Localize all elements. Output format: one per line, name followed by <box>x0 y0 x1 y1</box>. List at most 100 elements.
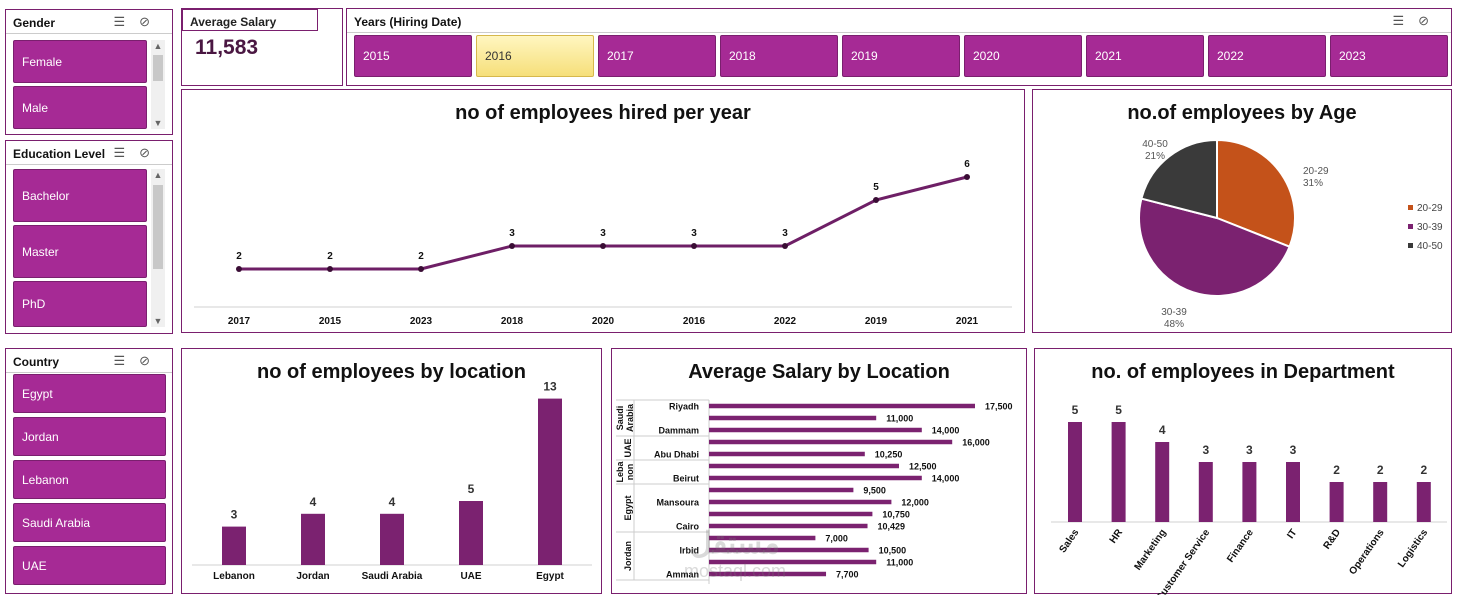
bar-value-logistics: 2 <box>1420 463 1427 477</box>
pie-slice-20-29 <box>1216 138 1296 249</box>
hired-chart-title: no of employees hired per year <box>455 102 751 124</box>
hired-series-line <box>239 175 968 271</box>
year-item-2020[interactable]: 2020 <box>964 35 1082 77</box>
country-item-saudi-arabia[interactable]: Saudi Arabia <box>13 503 166 542</box>
gender-scrollbar[interactable]: ▲ ▼ <box>151 40 165 129</box>
year-item-2023[interactable]: 2023 <box>1330 35 1448 77</box>
department-bar-chart: no. of employees in Department 5 Sales 5 HR… <box>1034 348 1452 595</box>
age-chart-title: no.of employees by Age <box>1127 102 1357 124</box>
salary-bar-jordan <box>709 559 877 565</box>
bar-r-d <box>1329 482 1344 522</box>
salary-city-irbid: Irbid <box>680 546 700 556</box>
multi-select-icon[interactable]: ☰ <box>113 353 140 368</box>
bar-value-it: 3 <box>1290 443 1297 457</box>
country-slicer-title: Country <box>13 355 59 369</box>
salary-bar-jordan <box>709 535 816 541</box>
bar-logistics <box>1416 482 1431 522</box>
salary-value-label: 11,000 <box>886 414 913 424</box>
gender-slicer-header: Gender ☰⊘ <box>6 10 172 34</box>
hired-data-label: 2 <box>418 251 424 262</box>
education-scrollbar[interactable]: ▲ ▼ <box>151 169 165 327</box>
country-slicer-header: Country ☰⊘ <box>6 349 172 373</box>
year-item-2015[interactable]: 2015 <box>354 35 472 77</box>
education-slicer: Education Level ☰⊘ Bachelor Master PhD ▲… <box>5 140 173 334</box>
salary-by-location-chart: Average Salary by Location 17,500 Riyadh 1… <box>611 348 1027 594</box>
hired-tick-2017: 2017 <box>228 316 251 327</box>
country-item-jordan[interactable]: Jordan <box>13 417 166 456</box>
hired-point-2020 <box>600 243 606 249</box>
salary-value-label: 11,000 <box>886 558 913 568</box>
year-item-2019[interactable]: 2019 <box>842 35 960 77</box>
hired-tick-2022: 2022 <box>774 316 797 327</box>
hired-tick-2020: 2020 <box>592 316 615 327</box>
year-item-2016[interactable]: 2016 <box>476 35 594 77</box>
salary-value-label: 10,250 <box>875 450 903 460</box>
salary-chart-title: Average Salary by Location <box>688 361 950 383</box>
country-item-egypt[interactable]: Egypt <box>13 374 166 413</box>
years-slicer-header: Years (Hiring Date) ☰⊘ <box>347 9 1451 33</box>
salary-bar-lebanon <box>709 463 899 469</box>
year-item-2022[interactable]: 2022 <box>1208 35 1326 77</box>
gender-item-female[interactable]: Female <box>13 40 147 83</box>
clear-filter-icon[interactable]: ⊘ <box>1418 13 1443 28</box>
education-item-phd[interactable]: PhD <box>13 281 147 327</box>
salary-value-label: 9,500 <box>863 486 886 496</box>
clear-filter-icon[interactable]: ⊘ <box>139 353 164 368</box>
year-item-2017[interactable]: 2017 <box>598 35 716 77</box>
bar-value-lebanon: 3 <box>231 508 238 522</box>
clear-filter-icon[interactable]: ⊘ <box>139 14 164 29</box>
age-pie-chart: no.of employees by Age 20-29 31% 30-39 48% 4… <box>1032 89 1452 333</box>
hired-line-plot: 2 2017 2 2015 2 2023 3 2018 3 2020 3 2016 3 2022 5 2019… <box>194 159 1012 327</box>
hired-point-2016 <box>691 243 697 249</box>
salary-bar-saudi-arabia <box>709 427 922 433</box>
education-item-bachelor[interactable]: Bachelor <box>13 169 147 222</box>
bar-uae <box>459 501 483 565</box>
tick-marketing: Marketing <box>1133 527 1169 572</box>
salary-city-amman: Amman <box>666 570 699 580</box>
scroll-down-icon[interactable]: ▼ <box>153 118 163 128</box>
education-slicer-header: Education Level ☰⊘ <box>6 141 172 165</box>
legend-label-40-50: 40-50 <box>1417 241 1443 252</box>
scroll-up-icon[interactable]: ▲ <box>153 41 163 51</box>
tick-saudi-arabia: Saudi Arabia <box>362 571 423 582</box>
country-item-uae[interactable]: UAE <box>13 546 166 585</box>
hired-point-2023 <box>418 266 424 272</box>
education-item-master[interactable]: Master <box>13 225 147 278</box>
bar-value-hr: 5 <box>1115 403 1122 417</box>
pie-label-value-20-29: 31% <box>1303 178 1323 189</box>
multi-select-icon[interactable]: ☰ <box>1392 13 1419 28</box>
hired-data-label: 3 <box>782 228 788 239</box>
bar-value-marketing: 4 <box>1159 423 1166 437</box>
scroll-up-icon[interactable]: ▲ <box>153 170 163 180</box>
gender-item-male[interactable]: Male <box>13 86 147 129</box>
hired-data-label: 3 <box>600 228 606 239</box>
legend-label-20-29: 20-29 <box>1417 203 1443 214</box>
gender-slicer-title: Gender <box>13 16 56 30</box>
scroll-down-icon[interactable]: ▼ <box>153 316 163 326</box>
salary-group-lebanon: Lebanon <box>615 461 635 483</box>
year-item-2021[interactable]: 2021 <box>1086 35 1204 77</box>
salary-bar-jordan <box>709 571 827 577</box>
multi-select-icon[interactable]: ☰ <box>113 145 140 160</box>
pie-label-name-20-29: 20-29 <box>1303 166 1329 177</box>
clear-filter-icon[interactable]: ⊘ <box>139 145 164 160</box>
average-salary-label: Average Salary <box>182 9 318 31</box>
tick-logistics: Logistics <box>1396 527 1430 570</box>
hired-point-2022 <box>782 243 788 249</box>
hired-data-label: 6 <box>964 159 970 170</box>
bar-sales <box>1068 422 1082 522</box>
bar-value-saudi-arabia: 4 <box>389 495 396 509</box>
multi-select-icon[interactable]: ☰ <box>113 14 140 29</box>
tick-lebanon: Lebanon <box>213 571 255 582</box>
salary-bar-egypt <box>709 487 854 493</box>
country-item-lebanon[interactable]: Lebanon <box>13 460 166 499</box>
hired-point-2017 <box>236 266 242 272</box>
pie-label-name-40-50: 40-50 <box>1142 139 1168 150</box>
salary-value-label: 10,750 <box>882 510 910 520</box>
salary-bar-saudi-arabia <box>709 403 975 409</box>
salary-city-beirut: Beirut <box>673 474 699 484</box>
bar-marketing <box>1155 442 1170 522</box>
pie-slice-30-39 <box>1138 197 1291 297</box>
year-item-2018[interactable]: 2018 <box>720 35 838 77</box>
